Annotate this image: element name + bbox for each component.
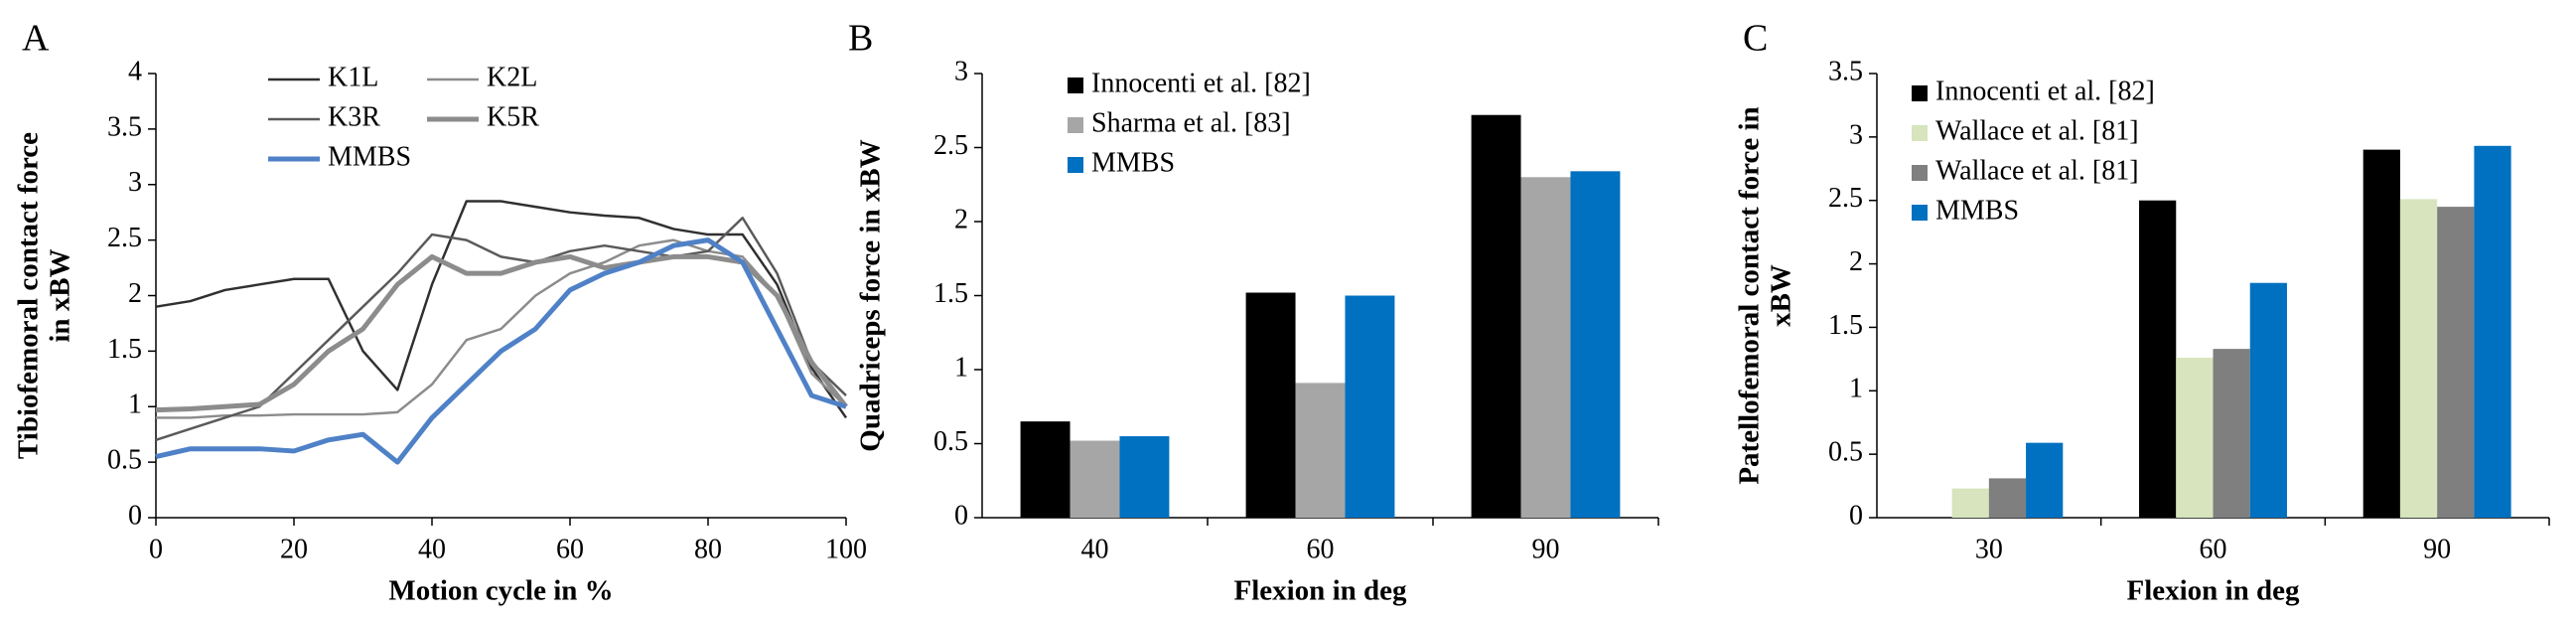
legend-label: K5R xyxy=(487,101,539,132)
bar xyxy=(2399,199,2438,519)
bar xyxy=(1988,478,2027,518)
bar xyxy=(1951,488,1989,518)
legend-label: MMBS xyxy=(1935,195,2019,226)
panel-label: B xyxy=(848,18,873,60)
bar xyxy=(1245,292,1296,518)
x-tick-label: 60 xyxy=(556,534,584,564)
y-tick-label: 0 xyxy=(1849,500,1863,531)
x-axis-title: Flexion in deg xyxy=(2126,575,2300,607)
y-tick-label: 3 xyxy=(128,167,142,198)
legend-label: MMBS xyxy=(328,141,411,172)
y-axis-title: Tibiofemoral contact force xyxy=(13,132,45,459)
legend-swatch xyxy=(1912,165,1928,181)
x-tick-label: 90 xyxy=(2423,534,2451,564)
bar xyxy=(1070,440,1120,518)
legend-swatch xyxy=(1068,117,1083,133)
bar xyxy=(1471,114,1521,518)
x-tick-label: 60 xyxy=(1307,534,1335,564)
y-tick-label: 1 xyxy=(1849,374,1863,404)
y-tick-label: 1 xyxy=(954,352,968,383)
y-tick-label: 2 xyxy=(1849,246,1863,277)
bar xyxy=(2139,200,2177,518)
y-tick-label: 1.5 xyxy=(107,334,142,365)
bar xyxy=(1295,383,1346,518)
legend-swatch xyxy=(1912,205,1928,221)
panel-label: C xyxy=(1743,18,1768,60)
y-tick-label: 2.5 xyxy=(107,223,142,253)
x-tick-label: 100 xyxy=(825,534,867,564)
y-tick-label: 0.5 xyxy=(1828,437,1863,468)
x-tick-label: 80 xyxy=(694,534,722,564)
y-tick-label: 1 xyxy=(128,389,142,420)
x-tick-label: 30 xyxy=(1975,534,2003,564)
x-tick-label: 60 xyxy=(2200,534,2227,564)
legend-label: K3R xyxy=(328,101,380,132)
bar xyxy=(1020,421,1071,518)
x-tick-label: 40 xyxy=(1081,534,1109,564)
y-tick-label: 3 xyxy=(954,56,968,86)
panel-label: A xyxy=(22,18,50,60)
bar xyxy=(1119,436,1170,518)
y-axis-title: in xBW xyxy=(45,248,76,342)
bar xyxy=(2176,358,2214,518)
bar xyxy=(2474,145,2511,518)
bar xyxy=(2362,149,2400,518)
legend-label: K2L xyxy=(487,62,537,92)
bar xyxy=(1570,171,1621,518)
y-tick-label: 4 xyxy=(128,56,142,86)
line-series xyxy=(155,253,848,413)
bar xyxy=(2026,442,2064,518)
y-tick-label: 1.5 xyxy=(933,278,968,309)
y-axis-title: Quadriceps force in xBW xyxy=(855,139,887,451)
bar xyxy=(2437,207,2475,518)
y-tick-label: 2 xyxy=(128,278,142,309)
y-tick-label: 0 xyxy=(954,500,968,531)
legend-swatch xyxy=(1912,125,1928,141)
bar xyxy=(1520,177,1571,519)
y-tick-label: 2.5 xyxy=(1828,183,1863,214)
bar xyxy=(2249,282,2287,518)
y-tick-label: 1.5 xyxy=(1828,310,1863,341)
line-series xyxy=(155,237,847,465)
legend-swatch xyxy=(1068,157,1083,173)
legend-label: Innocenti et al. [82] xyxy=(1935,76,2155,106)
legend-swatch xyxy=(1068,78,1083,93)
legend-label: Wallace et al. [81] xyxy=(1935,115,2139,146)
y-tick-label: 3.5 xyxy=(1828,56,1863,86)
y-axis-title: xBW xyxy=(1766,264,1797,327)
y-tick-label: 0.5 xyxy=(933,426,968,457)
y-tick-label: 2.5 xyxy=(933,130,968,161)
y-tick-label: 3 xyxy=(1849,119,1863,150)
legend-label: Innocenti et al. [82] xyxy=(1091,68,1311,98)
x-tick-label: 90 xyxy=(1532,534,1560,564)
y-tick-label: 0 xyxy=(128,500,142,531)
x-tick-label: 0 xyxy=(149,534,163,564)
x-tick-label: 20 xyxy=(280,534,308,564)
legend-label: K1L xyxy=(328,62,378,92)
y-axis-title: Patellofemoral contact force in xyxy=(1734,106,1766,484)
y-tick-label: 2 xyxy=(954,204,968,234)
legend-swatch xyxy=(1912,85,1928,101)
bar xyxy=(1345,295,1395,518)
x-tick-label: 40 xyxy=(418,534,446,564)
bar xyxy=(2213,349,2250,518)
x-axis-title: Flexion in deg xyxy=(1233,575,1407,607)
legend-label: Wallace et al. [81] xyxy=(1935,155,2139,186)
legend-label: Sharma et al. [83] xyxy=(1091,107,1291,138)
legend-label: MMBS xyxy=(1091,147,1175,178)
y-tick-label: 0.5 xyxy=(107,445,142,476)
line-series xyxy=(155,200,848,419)
y-tick-label: 3.5 xyxy=(107,111,142,142)
x-axis-title: Motion cycle in % xyxy=(388,575,613,607)
